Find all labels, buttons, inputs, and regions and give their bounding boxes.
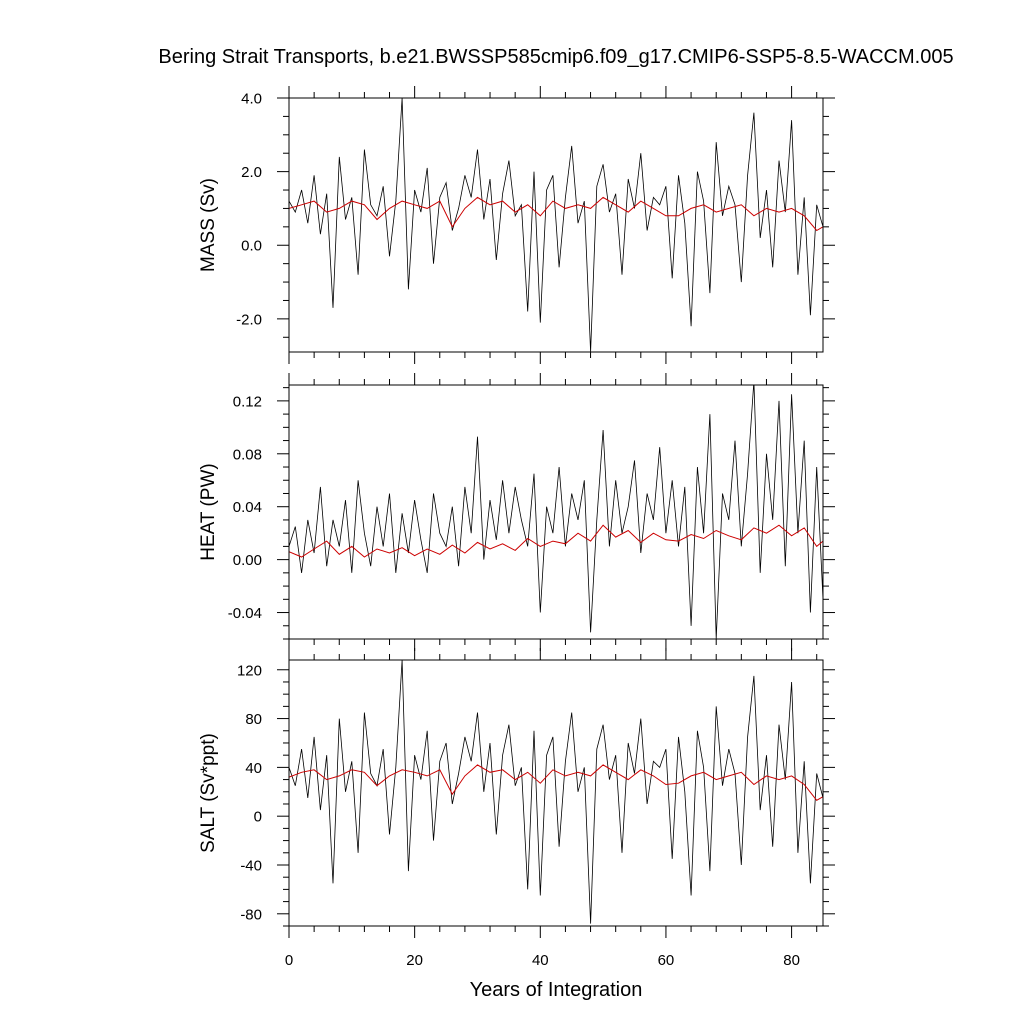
series-line-monthly (289, 98, 823, 352)
y-tick-label: 4.0 (241, 91, 262, 108)
y-tick-label: -0.04 (228, 605, 262, 622)
y-axis-label: HEAT (PW) (198, 463, 219, 560)
y-tick-label: 120 (237, 662, 262, 679)
plot-frame (288, 97, 824, 353)
y-tick-label: 80 (245, 711, 262, 728)
y-tick-label: 40 (245, 760, 262, 777)
x-tick-label: 0 (285, 952, 293, 969)
x-tick-label: 80 (783, 952, 800, 969)
x-tick-label: 40 (532, 952, 549, 969)
y-tick-label: 0.0 (241, 238, 262, 255)
series-line-annual (289, 196, 823, 232)
y-tick-label: -40 (240, 857, 262, 874)
y-tick-label: 0.08 (233, 446, 262, 463)
y-tick-label: 0.04 (233, 499, 262, 516)
x-tick-label: 20 (406, 952, 423, 969)
figure-title-wrap: Bering Strait Transports, b.e21.BWSSP585… (0, 0, 1024, 80)
y-tick-label: 0.12 (233, 393, 262, 410)
plot-frame (288, 659, 824, 927)
series-line-annual (289, 764, 823, 801)
y-tick-label: -2.0 (236, 311, 262, 328)
figure-title: Bering Strait Transports, b.e21.BWSSP585… (158, 46, 954, 68)
series-line-monthly (289, 660, 823, 924)
y-tick-label: 2.0 (241, 164, 262, 181)
y-tick-label: -80 (240, 906, 262, 923)
y-tick-label: 0 (254, 809, 262, 826)
plot-frame (288, 384, 824, 640)
y-tick-label: 0.00 (233, 552, 262, 569)
x-axis-label: Years of Integration (470, 979, 643, 1001)
y-axis-label: MASS (Sv) (198, 178, 219, 272)
series-line-monthly (289, 385, 823, 639)
y-axis-label: SALT (Sv*ppt) (198, 733, 219, 853)
series-line-annual (289, 524, 823, 558)
x-tick-label: 60 (658, 952, 675, 969)
